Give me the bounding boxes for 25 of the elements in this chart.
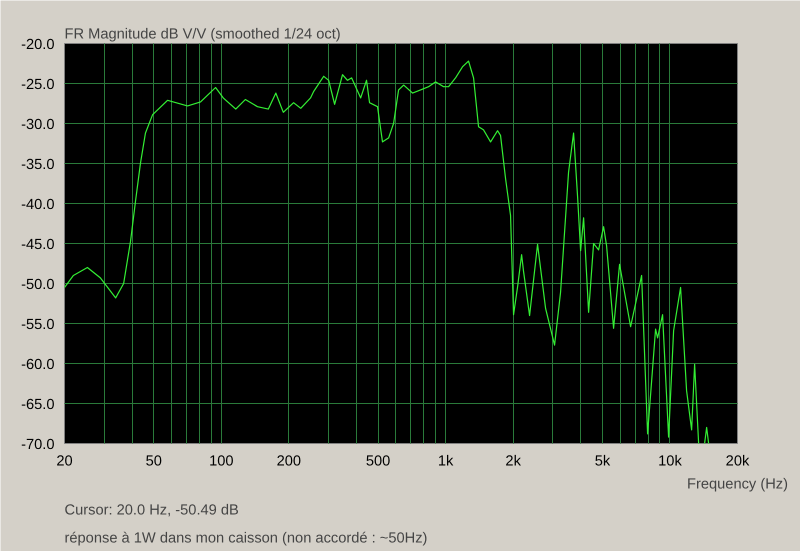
text: réponse à 1W dans mon caisson (non accordé : ~50Hz): [64, 530, 428, 546]
x-tick-label: 1k: [438, 454, 454, 470]
chart-title: FR Magnitude dB V/V (smoothed 1/24 oct): [64, 26, 341, 42]
x-tick-label: 200: [276, 454, 302, 470]
y-tick-label: -40.0: [21, 197, 54, 213]
y-tick-label: -55.0: [21, 317, 54, 333]
x-tick-label: 20k: [726, 454, 750, 470]
y-tick-label: -35.0: [21, 157, 54, 173]
y-tick-label: -20.0: [21, 37, 54, 53]
x-axis-title: Frequency (Hz): [687, 476, 788, 492]
x-tick-label: 20: [56, 454, 73, 470]
y-tick-label: -60.0: [21, 357, 54, 373]
y-tick-label: -30.0: [21, 117, 54, 133]
y-tick-label: -50.0: [21, 277, 54, 293]
text: Cursor: 20.0 Hz, -50.49 dB: [64, 502, 239, 518]
x-tick-label: 500: [366, 454, 390, 470]
y-tick-label: -25.0: [21, 77, 54, 93]
x-tick-label: 2k: [505, 454, 522, 470]
y-tick-label: -45.0: [21, 237, 54, 253]
y-tick-label: -70.0: [21, 437, 54, 453]
x-tick-label: 10k: [658, 454, 682, 470]
x-tick-label: 50: [146, 454, 162, 470]
x-tick-label: 100: [209, 454, 234, 470]
y-tick-label: -65.0: [21, 397, 54, 413]
x-tick-label: 5k: [594, 454, 611, 470]
